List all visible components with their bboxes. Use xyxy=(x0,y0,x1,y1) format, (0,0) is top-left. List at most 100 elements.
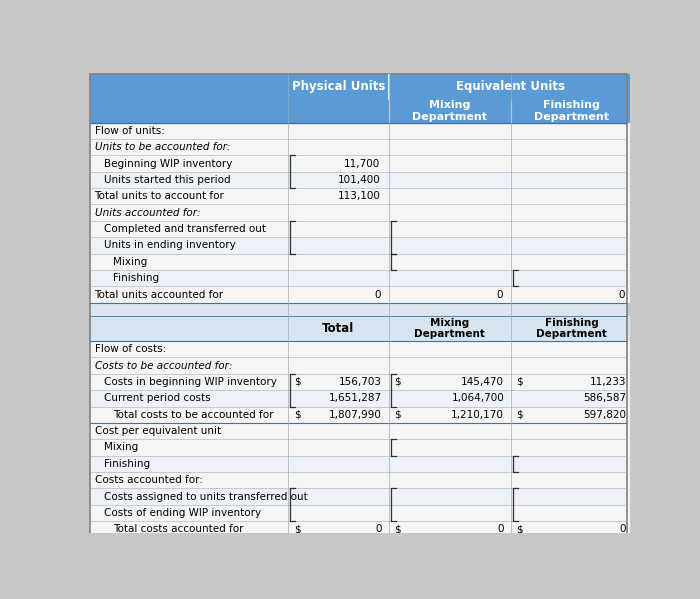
Text: 11,700: 11,700 xyxy=(344,159,380,168)
Bar xyxy=(510,139,633,155)
Text: 113,100: 113,100 xyxy=(337,191,380,201)
Text: 0: 0 xyxy=(620,524,626,534)
Bar xyxy=(90,390,288,407)
Bar xyxy=(288,286,388,302)
Text: 0: 0 xyxy=(618,289,624,300)
Bar xyxy=(389,123,510,139)
Text: $: $ xyxy=(394,377,400,387)
Bar xyxy=(510,407,633,423)
Bar xyxy=(510,521,633,537)
Text: $: $ xyxy=(516,524,523,534)
Bar xyxy=(90,221,288,237)
Text: $: $ xyxy=(294,410,300,420)
Text: $: $ xyxy=(516,410,523,420)
Bar xyxy=(90,155,288,172)
Text: Mixing: Mixing xyxy=(113,257,147,267)
Bar xyxy=(90,341,288,358)
Bar xyxy=(288,139,388,155)
Bar xyxy=(389,188,510,204)
Text: 156,703: 156,703 xyxy=(339,377,382,387)
Bar xyxy=(510,172,633,188)
Text: 0: 0 xyxy=(374,289,380,300)
Bar xyxy=(90,316,288,341)
Bar xyxy=(90,374,288,390)
Bar xyxy=(389,237,510,253)
Bar xyxy=(288,155,388,172)
Bar xyxy=(288,505,388,521)
Text: Costs assigned to units transferred out: Costs assigned to units transferred out xyxy=(104,492,308,501)
Bar xyxy=(90,407,288,423)
Bar xyxy=(510,270,633,286)
Bar xyxy=(389,139,510,155)
Bar xyxy=(510,374,633,390)
Bar xyxy=(288,390,388,407)
Bar xyxy=(389,423,510,439)
Bar xyxy=(389,155,510,172)
Bar xyxy=(510,204,633,221)
Text: 1,651,287: 1,651,287 xyxy=(329,394,382,403)
Bar xyxy=(288,472,388,488)
Text: Flow of units:: Flow of units: xyxy=(94,126,164,136)
Bar xyxy=(90,188,288,204)
Bar xyxy=(288,237,388,253)
Text: Flow of costs:: Flow of costs: xyxy=(94,344,166,354)
Text: 0: 0 xyxy=(376,524,382,534)
Bar xyxy=(288,439,388,456)
Bar xyxy=(288,253,388,270)
Text: $: $ xyxy=(294,377,300,387)
Bar xyxy=(288,521,388,537)
Bar xyxy=(288,99,388,123)
Bar xyxy=(389,456,510,472)
Bar xyxy=(389,204,510,221)
Text: Total costs to be accounted for: Total costs to be accounted for xyxy=(113,410,274,420)
Text: Physical Units: Physical Units xyxy=(292,80,385,93)
Bar xyxy=(90,472,288,488)
Bar xyxy=(90,456,288,472)
Text: 1,807,990: 1,807,990 xyxy=(329,410,382,420)
Bar xyxy=(288,123,388,139)
Text: Total costs accounted for: Total costs accounted for xyxy=(113,524,244,534)
Text: Units to be accounted for:: Units to be accounted for: xyxy=(94,142,230,152)
Bar xyxy=(510,99,633,123)
Bar xyxy=(90,286,288,302)
Text: Finishing: Finishing xyxy=(104,459,150,469)
Bar xyxy=(288,407,388,423)
Bar xyxy=(389,407,510,423)
Bar xyxy=(90,123,288,139)
Bar xyxy=(90,204,288,221)
Bar xyxy=(90,358,288,374)
Bar xyxy=(288,341,388,358)
Bar xyxy=(389,286,510,302)
Bar xyxy=(90,270,288,286)
Text: $: $ xyxy=(394,524,400,534)
Bar xyxy=(288,221,388,237)
Text: 145,470: 145,470 xyxy=(461,377,504,387)
Bar xyxy=(389,374,510,390)
Bar xyxy=(510,423,633,439)
Bar xyxy=(90,521,288,537)
Bar xyxy=(389,358,510,374)
Text: Total units to account for: Total units to account for xyxy=(94,191,225,201)
Bar xyxy=(389,505,510,521)
Text: Total units accounted for: Total units accounted for xyxy=(94,289,224,300)
Bar xyxy=(510,155,633,172)
Text: 101,400: 101,400 xyxy=(337,175,380,185)
Text: 0: 0 xyxy=(496,289,503,300)
Bar xyxy=(510,316,633,341)
Bar xyxy=(389,74,633,99)
Text: Costs in beginning WIP inventory: Costs in beginning WIP inventory xyxy=(104,377,277,387)
Bar xyxy=(510,286,633,302)
Text: Total: Total xyxy=(322,322,354,335)
Bar xyxy=(389,253,510,270)
Text: $: $ xyxy=(394,410,400,420)
Bar xyxy=(288,358,388,374)
Bar xyxy=(288,204,388,221)
Text: 1,064,700: 1,064,700 xyxy=(452,394,504,403)
Bar xyxy=(510,472,633,488)
Text: Finishing: Finishing xyxy=(113,273,159,283)
Text: 11,233: 11,233 xyxy=(589,377,626,387)
Bar xyxy=(389,316,510,341)
Text: Equivalent Units: Equivalent Units xyxy=(456,80,565,93)
Bar xyxy=(90,74,288,99)
Bar xyxy=(510,390,633,407)
